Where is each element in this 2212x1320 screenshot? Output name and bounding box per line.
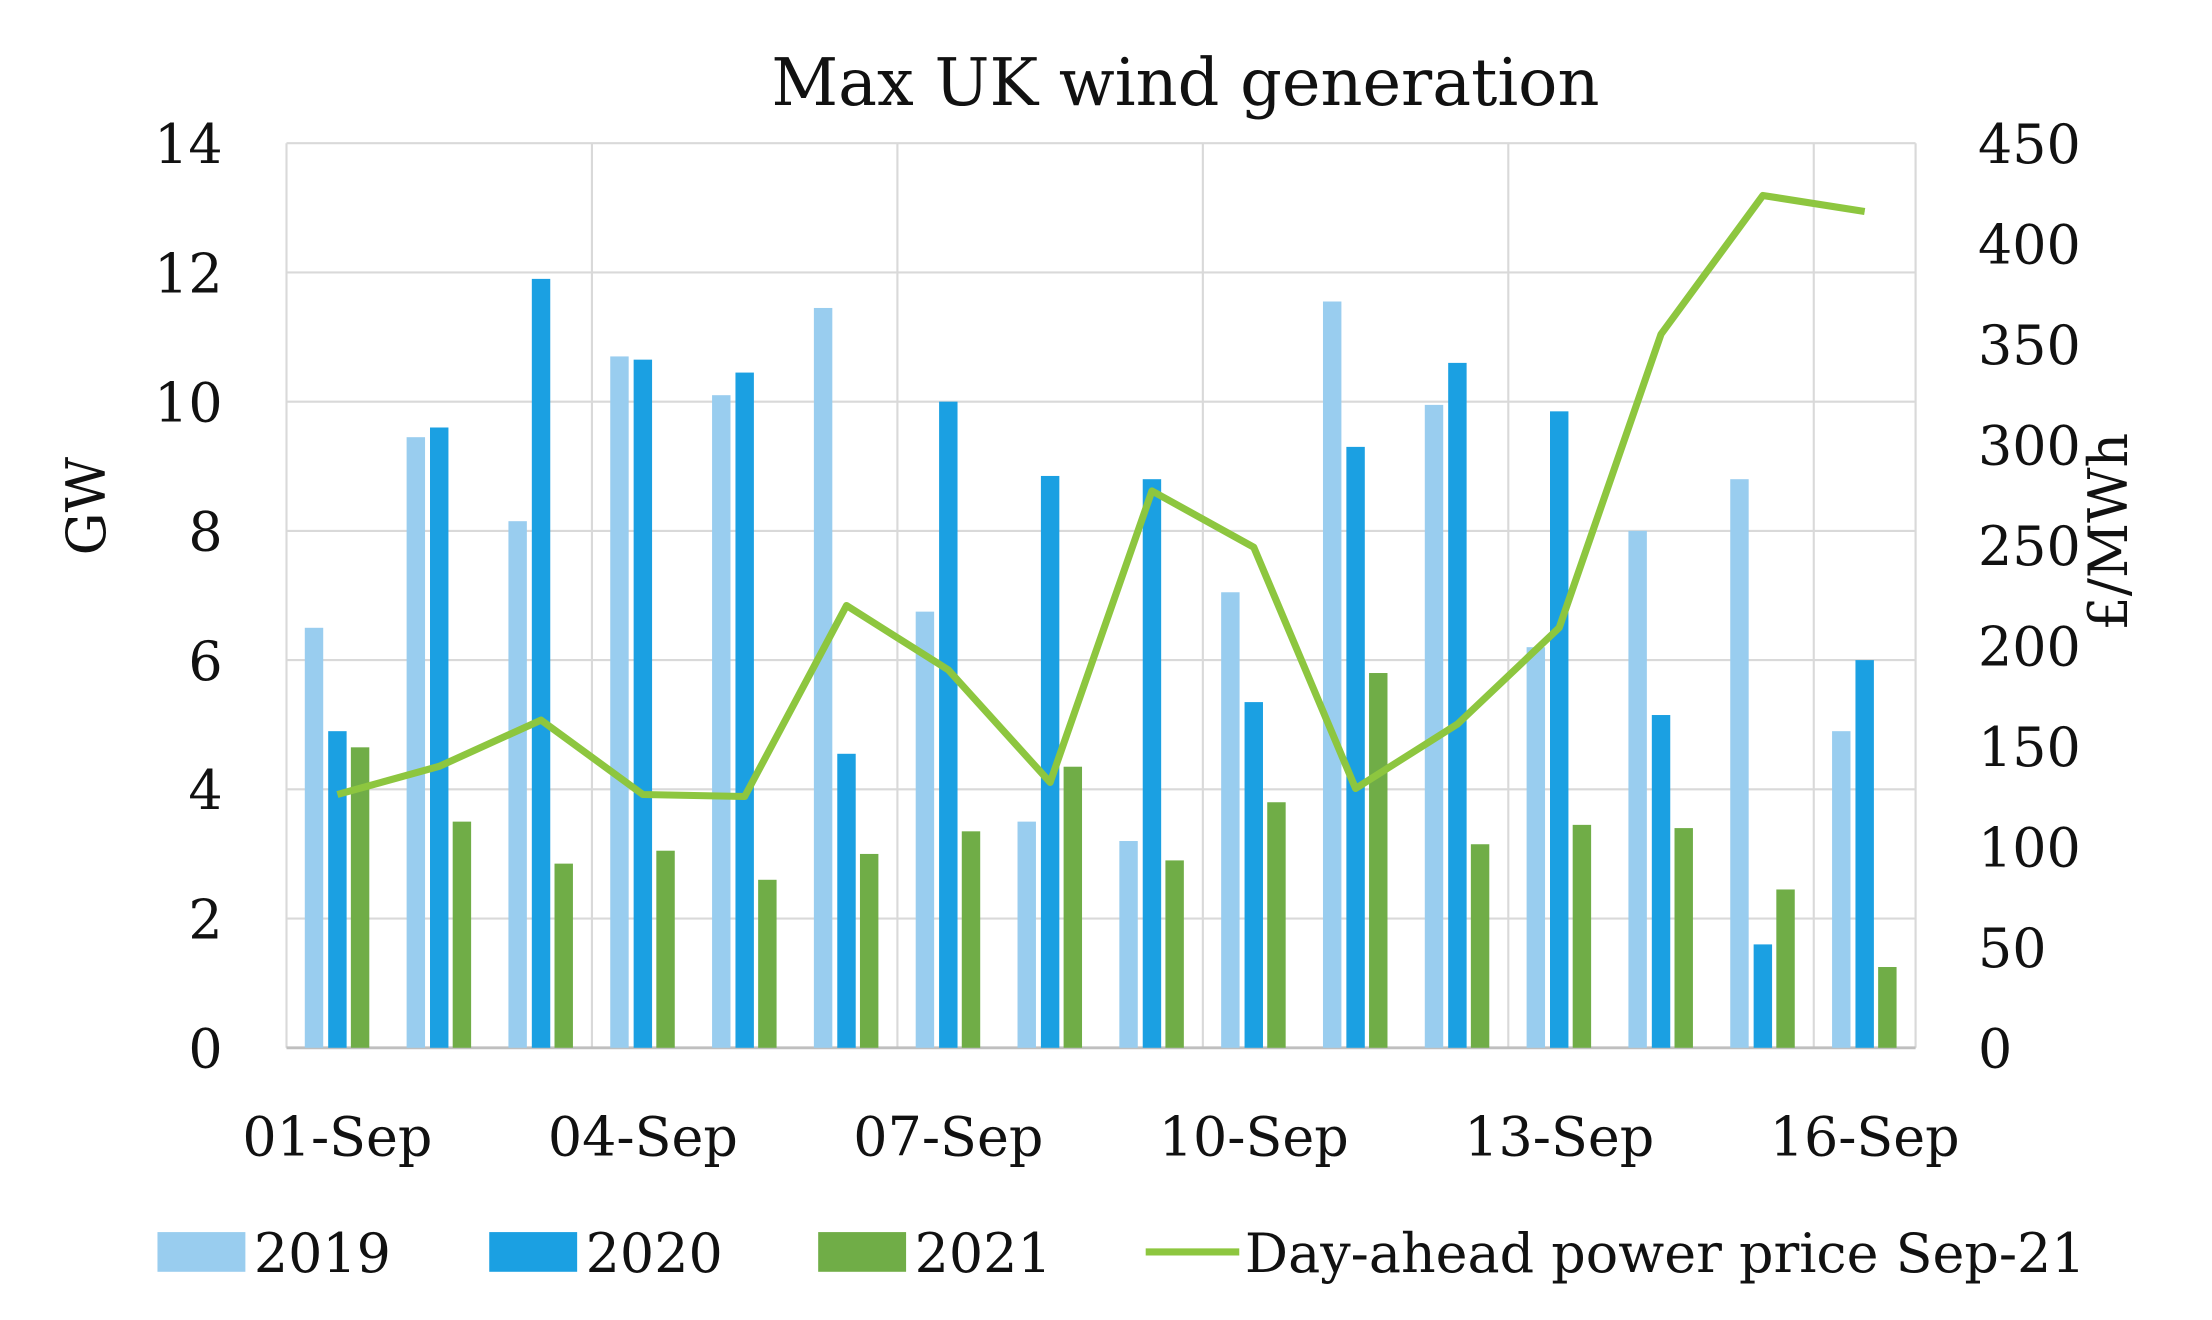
bar-2019-01-Sep	[304, 627, 324, 1048]
x-tick-label: 07-Sep	[853, 1106, 1043, 1169]
bar-2021-01-Sep	[350, 747, 370, 1048]
bar-2021-11-Sep	[1369, 673, 1388, 1048]
bar-2019-16-Sep	[1832, 731, 1851, 1048]
legend-label: 2020	[586, 1222, 723, 1285]
bar-2020-10-Sep	[1244, 702, 1263, 1048]
bar-2021-08-Sep	[1063, 766, 1083, 1048]
y-tick-label: 6	[188, 630, 222, 693]
y-tick-label: 4	[188, 759, 222, 822]
bar-2020-15-Sep	[1753, 944, 1773, 1048]
y2-axis-label: £/MWh	[2077, 433, 2140, 631]
legend: 2019 2020 2021 Day-ahead power price Sep-21	[157, 1222, 2086, 1285]
bar-2020-09-Sep	[1142, 479, 1162, 1048]
bar-2021-16-Sep	[1878, 967, 1897, 1048]
x-tick-label: 10-Sep	[1159, 1106, 1349, 1169]
y2-tick-label: 150	[1978, 716, 2081, 779]
bar-2020-08-Sep	[1040, 475, 1060, 1048]
x-tick-label: 16-Sep	[1770, 1106, 1960, 1169]
bar-2021-02-Sep	[452, 821, 472, 1048]
bar-2021-09-Sep	[1165, 860, 1184, 1048]
bar-2021-12-Sep	[1470, 844, 1490, 1048]
bar-2021-13-Sep	[1572, 824, 1592, 1048]
bar-2020-14-Sep	[1651, 715, 1671, 1048]
bar-2019-13-Sep	[1526, 647, 1546, 1048]
x-tick-label: 04-Sep	[548, 1106, 738, 1169]
y2-tick-label: 300	[1978, 415, 2081, 478]
bar-2020-12-Sep	[1448, 362, 1467, 1048]
bar-2019-14-Sep	[1628, 530, 1647, 1048]
legend-label: 2019	[254, 1222, 391, 1285]
bar-2021-05-Sep	[758, 879, 777, 1048]
bars	[304, 278, 1897, 1048]
y-tick-labels: 0 2 4 6 8 10 12 14	[154, 113, 223, 1081]
bar-2020-06-Sep	[837, 753, 856, 1048]
y2-tick-label: 250	[1978, 515, 2081, 578]
gridlines	[285, 142, 1917, 1050]
bar-2019-03-Sep	[508, 521, 527, 1048]
bar-2019-07-Sep	[915, 611, 935, 1048]
legend-label: 2021	[915, 1222, 1052, 1285]
bar-2019-08-Sep	[1017, 821, 1036, 1048]
line-Day-ahead-power-price-Sep-21	[336, 191, 1866, 801]
bar-2019-06-Sep	[813, 307, 833, 1048]
y-tick-label: 8	[188, 501, 222, 564]
bar-2020-13-Sep	[1550, 411, 1569, 1048]
y2-tick-labels: 0 50 100 150 200 250 300 350 400 450	[1978, 113, 2081, 1081]
bar-2019-10-Sep	[1221, 592, 1240, 1048]
x-tick-label: 13-Sep	[1464, 1106, 1654, 1169]
bar-2020-11-Sep	[1346, 446, 1365, 1048]
bar-2019-04-Sep	[610, 356, 629, 1048]
bar-2019-12-Sep	[1424, 404, 1444, 1048]
bar-2020-03-Sep	[531, 278, 551, 1048]
bar-2020-04-Sep	[633, 359, 653, 1048]
legend-swatch-2019	[157, 1232, 246, 1272]
y-axis-label: GW	[55, 456, 118, 555]
bar-2021-10-Sep	[1267, 802, 1286, 1048]
bar-2020-05-Sep	[735, 372, 754, 1048]
y-tick-label: 12	[154, 242, 223, 305]
y-tick-label: 10	[154, 372, 223, 435]
bar-2021-04-Sep	[656, 850, 675, 1048]
bar-2019-05-Sep	[712, 395, 731, 1048]
legend-swatch-2020	[489, 1232, 578, 1272]
bar-2021-03-Sep	[554, 863, 573, 1048]
y2-tick-label: 50	[1978, 917, 2047, 980]
y2-tick-label: 400	[1978, 214, 2081, 277]
y2-tick-label: 0	[1978, 1018, 2012, 1081]
bar-2020-07-Sep	[939, 401, 958, 1048]
bar-2021-06-Sep	[859, 853, 879, 1048]
bar-2019-15-Sep	[1730, 479, 1749, 1048]
legend-swatch-2021	[818, 1232, 907, 1272]
y2-tick-label: 450	[1978, 113, 2081, 176]
x-tick-labels: 01-Sep 04-Sep 07-Sep 10-Sep 13-Sep 16-Sep	[242, 1106, 1959, 1169]
bar-2021-07-Sep	[961, 831, 981, 1048]
bar-2019-02-Sep	[406, 437, 426, 1048]
y-tick-label: 2	[188, 888, 222, 951]
chart-title: Max UK wind generation	[771, 45, 1599, 121]
y-tick-label: 0	[188, 1018, 222, 1081]
bar-2020-01-Sep	[328, 731, 347, 1048]
x-tick-label: 01-Sep	[242, 1106, 432, 1169]
y2-tick-label: 350	[1978, 314, 2081, 377]
legend-label: Day-ahead power price Sep-21	[1245, 1222, 2086, 1285]
y2-tick-label: 200	[1978, 616, 2081, 679]
price-line	[336, 191, 1866, 801]
bar-2021-14-Sep	[1674, 828, 1693, 1048]
bar-2019-11-Sep	[1322, 301, 1342, 1048]
y-tick-label: 14	[154, 113, 223, 176]
bar-2020-16-Sep	[1855, 660, 1874, 1048]
y2-tick-label: 100	[1978, 817, 2081, 880]
bar-2020-02-Sep	[430, 427, 449, 1048]
bar-2019-09-Sep	[1119, 841, 1138, 1048]
bar-2021-15-Sep	[1776, 889, 1795, 1048]
